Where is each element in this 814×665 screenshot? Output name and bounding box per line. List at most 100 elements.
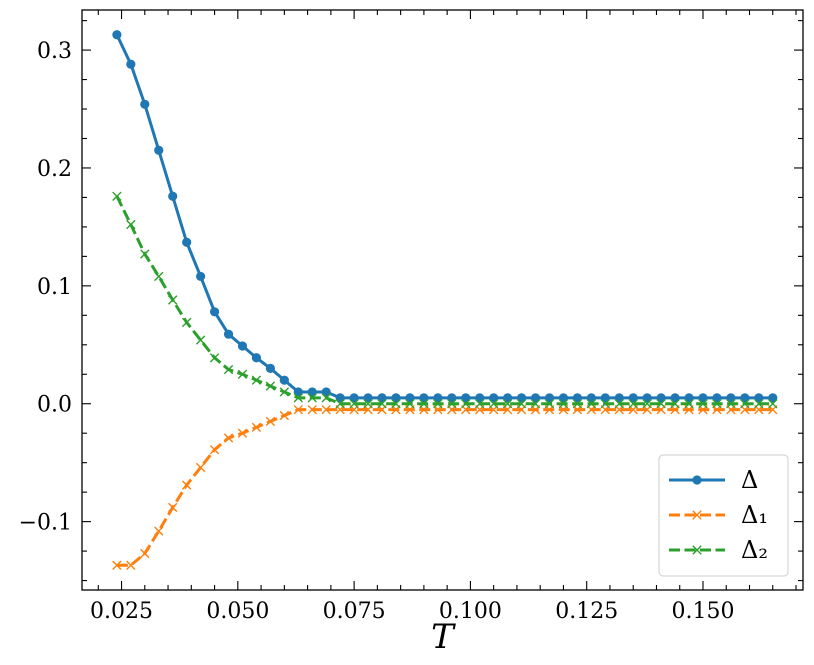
data-point <box>293 404 303 415</box>
data-point <box>419 399 429 409</box>
legend: Δ Δ₁ Δ₂ <box>658 454 789 577</box>
data-point <box>265 363 275 373</box>
data-point <box>614 399 624 409</box>
data-point <box>251 375 262 385</box>
data-point <box>642 399 652 409</box>
data-point <box>349 393 359 403</box>
data-point <box>321 404 331 415</box>
series-line <box>115 195 773 406</box>
legend-marker <box>692 545 702 555</box>
data-point <box>600 393 610 403</box>
data-point <box>600 399 611 409</box>
data-point <box>614 393 624 403</box>
plot-frame <box>81 9 804 591</box>
legend-marker <box>692 475 702 485</box>
data-point <box>182 237 192 247</box>
data-point <box>642 393 652 403</box>
data-point <box>112 30 122 40</box>
data-point <box>586 399 597 409</box>
data-point <box>572 393 582 403</box>
x-tick-label: 0.150 <box>671 599 734 624</box>
data-point <box>656 393 666 403</box>
data-point <box>223 329 234 339</box>
y-tick-label: 0.0 <box>37 393 72 418</box>
legend-label: Δ₂ <box>741 536 768 564</box>
data-point <box>349 399 359 409</box>
data-point <box>377 393 387 403</box>
series-line <box>115 34 773 400</box>
y-tick-label: 0.2 <box>37 157 72 182</box>
data-point <box>223 433 234 443</box>
legend-label: Δ <box>741 466 758 494</box>
data-point <box>181 480 192 490</box>
data-point <box>237 369 248 379</box>
data-point <box>307 404 317 415</box>
data-point <box>140 548 150 559</box>
data-point <box>586 393 596 403</box>
data-point <box>698 399 708 409</box>
data-point <box>475 399 485 409</box>
data-point <box>712 393 722 403</box>
data-point <box>558 393 569 403</box>
data-point <box>684 399 694 409</box>
data-point <box>195 462 206 473</box>
data-point <box>558 399 569 409</box>
data-point <box>447 393 457 403</box>
x-tick-label: 0.025 <box>90 599 153 624</box>
data-point <box>544 393 555 403</box>
data-point <box>405 399 415 409</box>
data-point <box>461 399 471 409</box>
data-point <box>237 428 248 438</box>
data-point <box>321 387 331 397</box>
data-point <box>209 307 220 317</box>
data-point <box>488 399 499 409</box>
data-point <box>684 393 694 403</box>
data-point <box>377 399 387 409</box>
y-tick-label: −0.1 <box>19 511 72 536</box>
data-point <box>126 219 136 230</box>
data-point <box>363 399 373 409</box>
data-point <box>126 59 136 69</box>
x-tick-label: 0.050 <box>206 599 269 624</box>
data-point <box>209 445 220 455</box>
data-point <box>154 526 164 536</box>
data-point <box>293 387 303 397</box>
data-point <box>251 422 262 433</box>
data-point <box>754 393 764 403</box>
data-point <box>265 381 276 391</box>
data-point <box>712 399 722 409</box>
data-point <box>530 399 541 409</box>
data-point <box>307 387 317 397</box>
data-point <box>126 560 136 570</box>
data-point <box>530 393 541 403</box>
data-point <box>237 341 248 351</box>
data-point <box>503 393 513 403</box>
data-point <box>628 393 638 403</box>
data-point <box>572 399 583 409</box>
data-point <box>154 271 164 282</box>
x-tick-label: 0.075 <box>323 599 386 624</box>
data-point <box>335 399 345 409</box>
data-point <box>447 399 457 409</box>
data-point <box>726 393 736 403</box>
data-point <box>726 399 736 409</box>
data-point <box>768 393 778 403</box>
x-tick-label: 0.125 <box>555 599 618 624</box>
data-point <box>670 393 680 403</box>
data-point <box>363 393 373 403</box>
legend-marker <box>692 510 702 520</box>
data-point <box>544 399 555 409</box>
data-point <box>656 399 666 409</box>
data-point <box>279 375 289 385</box>
data-point <box>516 393 527 403</box>
plot-area <box>112 30 778 570</box>
data-point <box>209 353 220 363</box>
data-point <box>307 393 317 403</box>
data-point <box>181 317 192 328</box>
data-point <box>321 393 331 403</box>
x-axis-title: T <box>431 617 456 657</box>
data-point <box>433 399 443 409</box>
data-point <box>433 393 443 403</box>
data-point <box>293 393 303 403</box>
